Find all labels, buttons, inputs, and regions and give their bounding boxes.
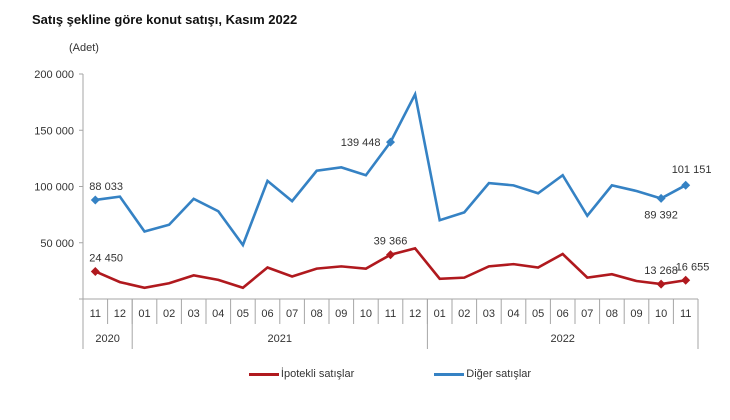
x-tick-label: 05 — [237, 308, 249, 320]
data-point-marker — [90, 266, 100, 276]
data-point-marker — [656, 193, 666, 203]
x-tick-label: 12 — [409, 308, 421, 320]
legend-label: İpotekli satışlar — [280, 368, 355, 380]
x-tick-label: 03 — [188, 308, 200, 320]
x-tick-label: 06 — [261, 308, 273, 320]
x-tick-label: 08 — [311, 308, 323, 320]
legend: İpotekli satışlar Diğer satışlar — [0, 368, 730, 380]
x-tick-label: 11 — [385, 308, 396, 320]
x-tick-label: 06 — [557, 308, 569, 320]
data-point-marker — [681, 275, 691, 285]
year-label: 2022 — [550, 333, 574, 345]
x-tick-label: 09 — [335, 308, 347, 320]
chart-title: Satış şekline göre konut satışı, Kasım 2… — [32, 12, 298, 27]
x-tick-label: 12 — [114, 308, 126, 320]
x-tick-label: 10 — [360, 308, 372, 320]
x-tick-label: 02 — [458, 308, 470, 320]
x-tick-label: 01 — [434, 308, 446, 320]
series-diger-line — [95, 90, 687, 248]
x-tick-label: 02 — [163, 308, 175, 320]
x-tick-label: 11 — [90, 308, 101, 320]
data-label: 89 392 — [644, 209, 678, 221]
x-tick-label: 04 — [507, 308, 519, 320]
y-axis-unit: (Adet) — [69, 42, 99, 54]
legend-label: Diğer satışlar — [466, 368, 532, 380]
x-tick-label: 08 — [606, 308, 618, 320]
x-tick-label: 05 — [532, 308, 544, 320]
y-tick-label: 50 000 — [40, 238, 74, 250]
x-tick-label: 04 — [212, 308, 224, 320]
x-tick-label: 09 — [630, 308, 642, 320]
data-point-marker — [681, 180, 691, 190]
data-label: 24 450 — [89, 252, 123, 264]
x-tick-label: 10 — [655, 308, 667, 320]
data-label: 139 448 — [341, 137, 381, 149]
legend-item-diger: Diğer satışlar — [384, 368, 531, 380]
data-label: 13 268 — [644, 265, 678, 277]
data-label: 16 655 — [676, 261, 710, 273]
legend-swatch-red — [248, 372, 279, 376]
x-tick-label: 11 — [680, 308, 691, 320]
x-tick-label: 01 — [138, 308, 150, 320]
year-label: 2021 — [268, 333, 292, 345]
data-point-marker — [386, 137, 395, 147]
y-tick-label: 200 000 — [34, 69, 74, 81]
legend-item-ipotekli: İpotekli satışlar — [199, 368, 354, 380]
y-tick-label: 150 000 — [34, 125, 74, 137]
data-point-marker — [386, 250, 395, 260]
year-label: 2020 — [95, 333, 119, 345]
y-tick-label: 100 000 — [34, 182, 74, 194]
data-label: 101 151 — [672, 164, 712, 176]
data-point-marker — [656, 279, 666, 289]
x-tick-label: 07 — [581, 308, 593, 320]
data-label: 39 366 — [374, 236, 408, 248]
x-tick-label: 03 — [483, 308, 495, 320]
data-point-marker — [90, 195, 100, 205]
legend-swatch-blue — [434, 372, 465, 376]
x-tick-label: 07 — [286, 308, 298, 320]
data-label: 88 033 — [89, 181, 123, 193]
